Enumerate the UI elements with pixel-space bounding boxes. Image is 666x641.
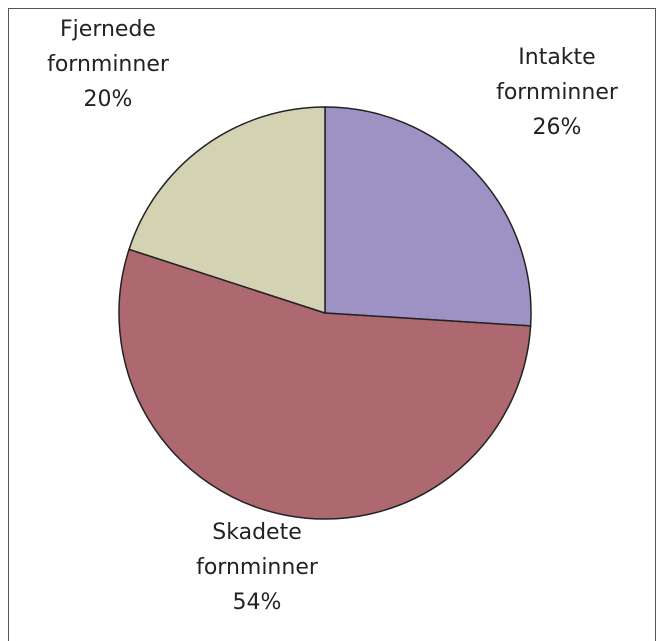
slice-label: Fjernede fornminner 20% xyxy=(38,12,178,117)
slice-label: Skadete fornminner 54% xyxy=(187,515,327,620)
pie-slice xyxy=(324,106,532,327)
value-label: 54% xyxy=(232,590,282,615)
category-label: Fjernede fornminner xyxy=(47,17,169,77)
chart-frame xyxy=(8,8,656,641)
pie-slice xyxy=(128,106,326,315)
category-label: Intakte fornminner xyxy=(496,45,618,105)
slice-label: Intakte fornminner 26% xyxy=(487,40,627,145)
value-label: 20% xyxy=(83,87,133,112)
category-label: Skadete fornminner xyxy=(196,520,318,580)
pie-slice xyxy=(118,248,532,520)
value-label: 26% xyxy=(532,115,582,140)
